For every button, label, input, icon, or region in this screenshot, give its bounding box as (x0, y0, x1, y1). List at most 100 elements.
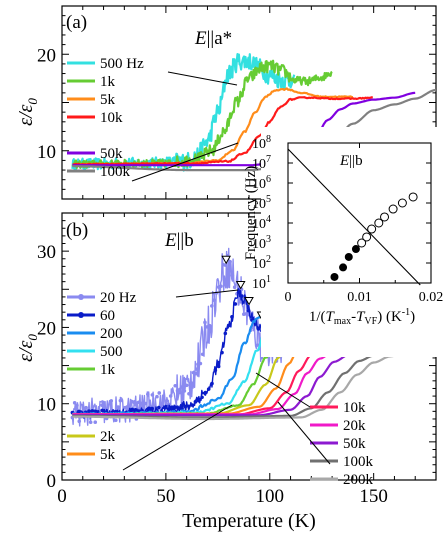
inset-open-point (362, 232, 372, 242)
inset-open-point (380, 212, 390, 222)
series-20-hz-point (118, 398, 123, 403)
series-60-point (210, 381, 214, 386)
series-60-point (157, 405, 161, 410)
y-tick-label: 10 (37, 395, 56, 416)
legend-label-10k: 10k (343, 400, 366, 416)
legend-label-1k: 1k (100, 74, 116, 90)
inset-y-tick-label: 105 (252, 194, 271, 212)
series-60-point (173, 405, 178, 410)
legend-label-500: 500 (100, 344, 123, 360)
legend-marker-20-hz (78, 294, 84, 300)
series-20-hz-point (84, 405, 88, 410)
legend-label-200k: 200k (343, 472, 374, 488)
inset-y-tick-label: 102 (252, 254, 271, 272)
series-60-point (163, 405, 168, 410)
series-60-point (100, 408, 105, 413)
series-60-point (90, 409, 95, 413)
series-20-hz-point (88, 420, 93, 425)
series-60-point (233, 302, 238, 306)
panel-b-pointer-20hz (175, 289, 239, 298)
series-60-point (183, 404, 188, 409)
series-60-point (170, 405, 174, 409)
x-tick-label: 100 (256, 486, 285, 507)
panel-b-field-label: E||b (164, 230, 194, 251)
series-20-hz-point (178, 387, 182, 392)
inset-y-tick-label: 104 (252, 214, 271, 232)
series-60-point (206, 387, 211, 391)
series-20-hz-point (200, 352, 205, 357)
series-20-hz-point (198, 361, 203, 366)
inset-filled-point (339, 263, 348, 272)
series-60-point (176, 406, 181, 411)
x-tick-label: 50 (156, 486, 175, 507)
series-20-hz-point (157, 391, 162, 395)
series-20-hz-point (187, 391, 191, 396)
panel-b-pointer-5k (122, 404, 233, 471)
series-20-hz-point (255, 343, 260, 347)
inset-open-point (388, 204, 398, 214)
legend-label-2k: 2k (100, 429, 116, 445)
series-60-point (246, 308, 251, 313)
legend-label-5k: 5k (100, 92, 116, 108)
inset-fit-line (287, 148, 421, 286)
series-20-hz-point (173, 383, 178, 388)
legend-label-20-hz: 20 Hz (100, 290, 137, 306)
x-tick-label: 150 (359, 486, 388, 507)
series-20-hz-point (203, 320, 207, 325)
x-axis-label: Temperature (K) (182, 510, 316, 532)
inset-open-point (367, 224, 377, 234)
series-20-hz-point (72, 400, 77, 405)
series-20-hz-point (109, 399, 114, 403)
series-20-hz-point (230, 273, 235, 278)
inset-background (261, 127, 441, 357)
series-60-point (216, 364, 221, 369)
series-20-hz-point (143, 401, 148, 406)
series-20-hz-point (75, 403, 79, 408)
series-200k-line (72, 338, 437, 421)
series-20-hz-point (194, 371, 198, 376)
panel-b-pointer-10k (255, 372, 311, 408)
series-60-point (226, 323, 231, 328)
panel-a-pointer-100k (131, 142, 239, 182)
series-60-point (190, 403, 194, 407)
series-20-hz-point (232, 285, 237, 290)
series-20-hz-point (212, 298, 216, 302)
legend-label-50k: 50k (100, 146, 123, 162)
series-20-hz-point (168, 394, 173, 398)
inset-y-tick-label: 106 (252, 174, 271, 192)
series-60-point (203, 390, 208, 395)
series-20-hz-point (207, 323, 212, 328)
series-20-hz-point (116, 405, 120, 409)
series-60-point (93, 409, 98, 414)
inset-ylabel: Frequency (Hz) (243, 166, 259, 261)
series-20-hz-point (139, 401, 143, 406)
series-20-hz-point (184, 383, 189, 388)
series-60-point (147, 406, 151, 411)
series-60-point (193, 400, 198, 404)
t-max-open-triangle (221, 255, 232, 265)
t-max-open-triangle (244, 296, 254, 306)
legend-label-5k: 5k (100, 447, 116, 463)
series-60-point (223, 331, 228, 336)
series-20-hz-point (182, 389, 187, 393)
panel-a-pointer-500hz (167, 71, 238, 86)
series-60-point (166, 407, 171, 412)
series-60-point (240, 294, 244, 298)
series-60-point (133, 407, 138, 412)
series-20-hz-point (210, 304, 214, 308)
series-60-point (256, 327, 261, 331)
series-60-point (150, 406, 154, 411)
panel-b-label: (b) (66, 220, 88, 241)
inset-y-tick-label: 107 (252, 154, 271, 172)
inset-xlabel: 1/(Tmax-TVF) (K-1) (309, 307, 415, 327)
inset-filled-point (344, 252, 353, 261)
series-60-point (220, 350, 224, 355)
series-20-hz-point (180, 385, 184, 389)
series-60-point (130, 407, 135, 412)
inset-open-point (374, 218, 384, 228)
inset-open-point (357, 238, 367, 248)
series-60-point (236, 290, 241, 294)
y-tick-label: 10 (37, 142, 56, 163)
series-60-point (213, 368, 218, 373)
